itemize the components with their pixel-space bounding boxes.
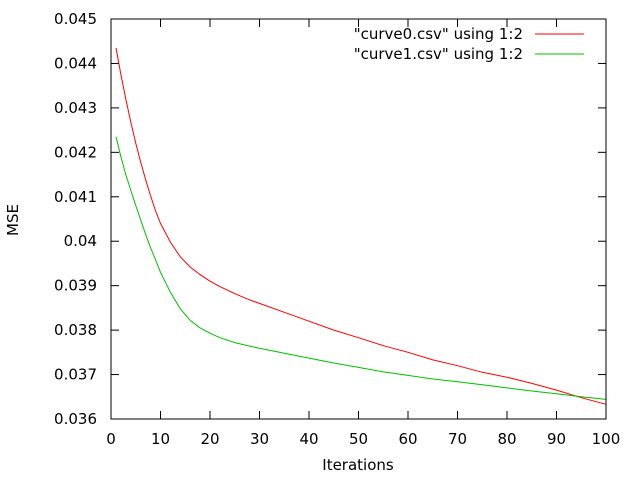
x-axis-title: Iterations [322, 456, 394, 474]
y-tick-label: 0.041 [54, 188, 97, 206]
x-tick-label: 80 [497, 430, 516, 448]
x-tick-label: 20 [200, 430, 219, 448]
x-tick-label: 40 [299, 430, 318, 448]
series-lines [115, 47, 607, 405]
y-tick-label: 0.042 [54, 143, 97, 161]
x-tick-label: 90 [547, 430, 566, 448]
y-tick-label: 0.037 [54, 366, 97, 384]
x-tick-label: 50 [349, 430, 368, 448]
x-tick-label: 60 [398, 430, 417, 448]
y-tick-label: 0.045 [54, 10, 97, 28]
series-line-curve0 [115, 47, 607, 405]
y-tick-label: 0.038 [54, 321, 97, 339]
y-tick-label: 0.044 [54, 54, 97, 72]
x-tick-label: 10 [151, 430, 170, 448]
y-tick-labels: 0.036 0.037 0.038 0.039 0.04 0.041 0.042 0.043 0… [54, 10, 97, 428]
legend-label-curve0: "curve0.csv" using 1:2 [354, 25, 523, 43]
plot-frame [110, 18, 607, 420]
legend-label-curve1: "curve1.csv" using 1:2 [354, 45, 523, 63]
y-tick-marks [111, 18, 606, 420]
x-tick-label: 30 [250, 430, 269, 448]
x-tick-label: 0 [106, 430, 116, 448]
y-tick-label: 0.039 [54, 277, 97, 295]
x-tick-marks [110, 19, 607, 419]
y-tick-label: 0.036 [54, 410, 97, 428]
legend: "curve0.csv" using 1:2 "curve1.csv" usin… [354, 25, 584, 63]
y-axis-title: MSE [4, 204, 22, 236]
y-tick-label: 0.043 [54, 99, 97, 117]
x-tick-labels: 0 10 20 30 40 50 60 70 80 90 100 [106, 430, 620, 448]
x-tick-label: 100 [592, 430, 621, 448]
y-tick-label: 0.04 [64, 232, 97, 250]
x-tick-label: 70 [448, 430, 467, 448]
series-line-curve1 [115, 136, 607, 400]
